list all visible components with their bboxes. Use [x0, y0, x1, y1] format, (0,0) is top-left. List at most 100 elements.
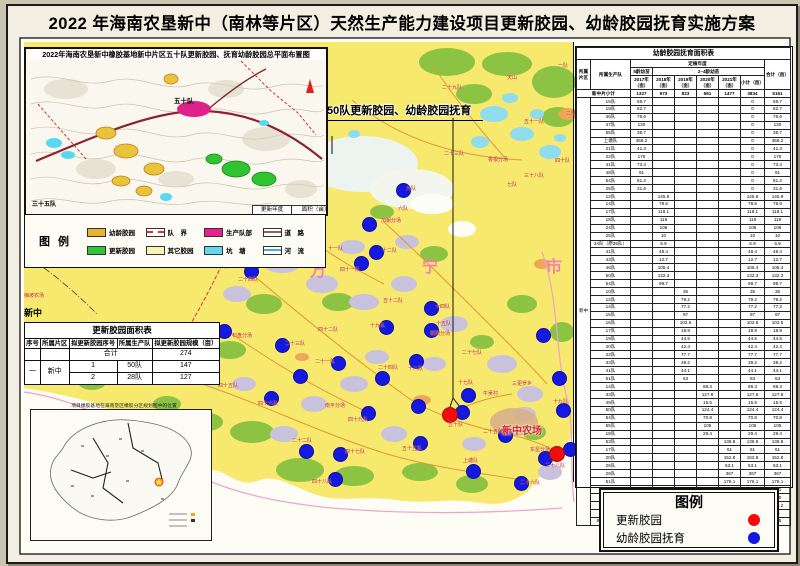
inset-stats-row: 更新年度 面积（亩） [251, 205, 326, 214]
tending-value-cell [652, 310, 675, 320]
inset-legend-item: 幼龄胶园 [87, 227, 146, 237]
tending-header-plantyear: 定植年度 [630, 59, 765, 69]
tending-value-cell [652, 350, 675, 360]
tending-value-cell: 0 [740, 184, 765, 193]
tending-header-age24: 2~4龄幼苗 [652, 67, 765, 77]
tending-value-cell: 0 [740, 160, 765, 170]
tending-value-cell [696, 184, 719, 193]
tending-data-row: 15队 97 97 97 [577, 310, 792, 320]
tending-value-cell [696, 318, 719, 328]
tending-header-total: 合计（亩） [763, 59, 792, 90]
tending-value-cell: 105.4 [652, 263, 675, 273]
tending-value-cell [696, 366, 719, 376]
tending-value-cell [718, 287, 741, 296]
tending-value-cell: 145.9 [740, 191, 765, 201]
tending-value-cell: 367 [740, 469, 765, 479]
tending-area-table: 幼龄胶园抚育面积表 所属片区 所属生产队 定植年度 合计（亩） 5龄幼苗 2~4… [575, 46, 792, 526]
tending-value-cell [674, 176, 697, 186]
tending-value-cell [696, 168, 719, 178]
tending-value-cell: 44.1 [740, 366, 765, 376]
tending-value-cell [696, 112, 719, 122]
tending-value-cell: 0 [740, 112, 765, 122]
tending-value-cell [674, 112, 697, 122]
tending-value-cell: 70.8 [696, 413, 719, 423]
tending-data-row: 14队 77.2 77.2 77.2 [577, 302, 792, 312]
tending-value-cell: 35 [763, 287, 792, 296]
tending-team-cell: 55队 [590, 421, 631, 431]
tending-value-cell: 38.7 [630, 128, 653, 138]
tending-data-row: 34队（原35队） 6.9 6.9 6.9 [577, 239, 792, 249]
tending-value-cell: 70.8 [763, 413, 792, 423]
tending-value-cell: 6.9 [763, 239, 792, 249]
tending-data-row: 46队 76.6 0 76.6 [577, 112, 792, 122]
inset-legend-item: 坑 塘 [204, 245, 263, 255]
tending-value-cell [696, 120, 719, 130]
tending-value-cell: 127.6 [740, 390, 765, 399]
tending-data-row: 55队 105 105 105 [577, 421, 792, 431]
tending-value-cell: 119 [763, 215, 792, 225]
tending-value-cell: 53 [763, 374, 792, 384]
tending-data-row: 16队 102.5 102.5 102.5 [577, 318, 792, 328]
tending-value-cell: 176 [630, 152, 653, 162]
renewal-row-seq: 一 [24, 360, 41, 385]
inset-legend-label: 队 界 [167, 230, 188, 237]
tending-value-cell: 76.6 [763, 112, 792, 122]
tending-data-row: 18队 29.4 29.4 29.4 [577, 429, 792, 439]
tending-team-cell: 41队 [590, 247, 631, 257]
tending-table-block: 幼龄胶园抚育面积表 所属片区 所属生产队 定植年度 合计（亩） 5龄幼苗 2~4… [575, 46, 793, 526]
map-annotation-team50: 50队更新胶园、幼龄胶园抚育 [327, 102, 483, 121]
tending-value-cell [630, 247, 653, 257]
tending-year-header: 2020年（亩） [696, 75, 719, 90]
tending-value-cell [652, 287, 675, 296]
tending-value-cell: 53.1 [718, 461, 741, 471]
tending-value-cell: 77.7 [674, 350, 697, 360]
renewal-row2-area: 127 [151, 371, 221, 385]
tending-value-cell [652, 136, 675, 146]
location-inset-title: 项目橡胶基地在海南垦区橡胶分区规划图中的位置 [71, 404, 177, 409]
tending-value-cell [718, 144, 741, 154]
tending-team-cell: 29队 [590, 469, 631, 479]
tending-data-row: 47队 120 0 120 [577, 120, 792, 130]
tending-subtotal-value: 3834 [740, 88, 765, 98]
tending-value-cell: 152.8 [718, 453, 741, 463]
tending-value-cell: 29.4 [696, 429, 719, 439]
tending-value-cell [696, 136, 719, 146]
tending-value-cell [674, 271, 697, 281]
tending-value-cell [630, 310, 653, 320]
renewal-table-title: 更新胶园面积表 [24, 322, 220, 339]
tending-value-cell [674, 128, 697, 138]
tending-value-cell [652, 334, 675, 344]
tending-value-cell: 99.7 [740, 279, 765, 289]
tending-value-cell: 56.7 [630, 96, 653, 106]
tending-value-cell: 102.5 [740, 318, 765, 328]
tending-value-cell: 176 [763, 152, 792, 162]
tending-value-cell [718, 152, 741, 162]
tending-data-row: 17队 18.9 18.9 18.9 [577, 326, 792, 336]
tending-value-cell [696, 461, 719, 471]
tending-value-cell: 88.3 [740, 382, 765, 392]
tending-value-cell [652, 477, 675, 487]
tending-value-cell: 10 [763, 231, 792, 241]
tending-value-cell [630, 207, 653, 217]
tending-value-cell [674, 215, 697, 225]
tending-value-cell: 0 [740, 144, 765, 154]
tending-value-cell [696, 310, 719, 320]
tending-team-cell: 22队 [590, 350, 631, 360]
inset-legend-item: 更新胶园 [87, 245, 146, 255]
tending-value-cell: 31.6 [630, 184, 653, 193]
tending-value-cell [696, 128, 719, 138]
renewal-row-region: 新中 [39, 360, 70, 385]
inset-legend: 图例 幼龄胶园 队 界 生产队部 道 路更新胶园 其它胶园 坑 塘 河 流 [24, 214, 326, 268]
tending-subtotal-label: 新中片小计 [576, 88, 631, 98]
tending-data-row: 29队 367 367 367 [577, 469, 792, 479]
tending-value-cell: 176.1 [763, 477, 792, 487]
tending-value-cell [674, 120, 697, 130]
tending-value-cell [630, 397, 653, 407]
tending-value-cell: 367 [718, 469, 741, 479]
tending-value-cell: 77.7 [740, 350, 765, 360]
tending-value-cell: 102.5 [674, 318, 697, 328]
tending-value-cell [696, 247, 719, 257]
tending-value-cell: 97 [740, 310, 765, 320]
tending-value-cell [718, 382, 741, 392]
renewal-row2-no: 2 [68, 371, 118, 385]
